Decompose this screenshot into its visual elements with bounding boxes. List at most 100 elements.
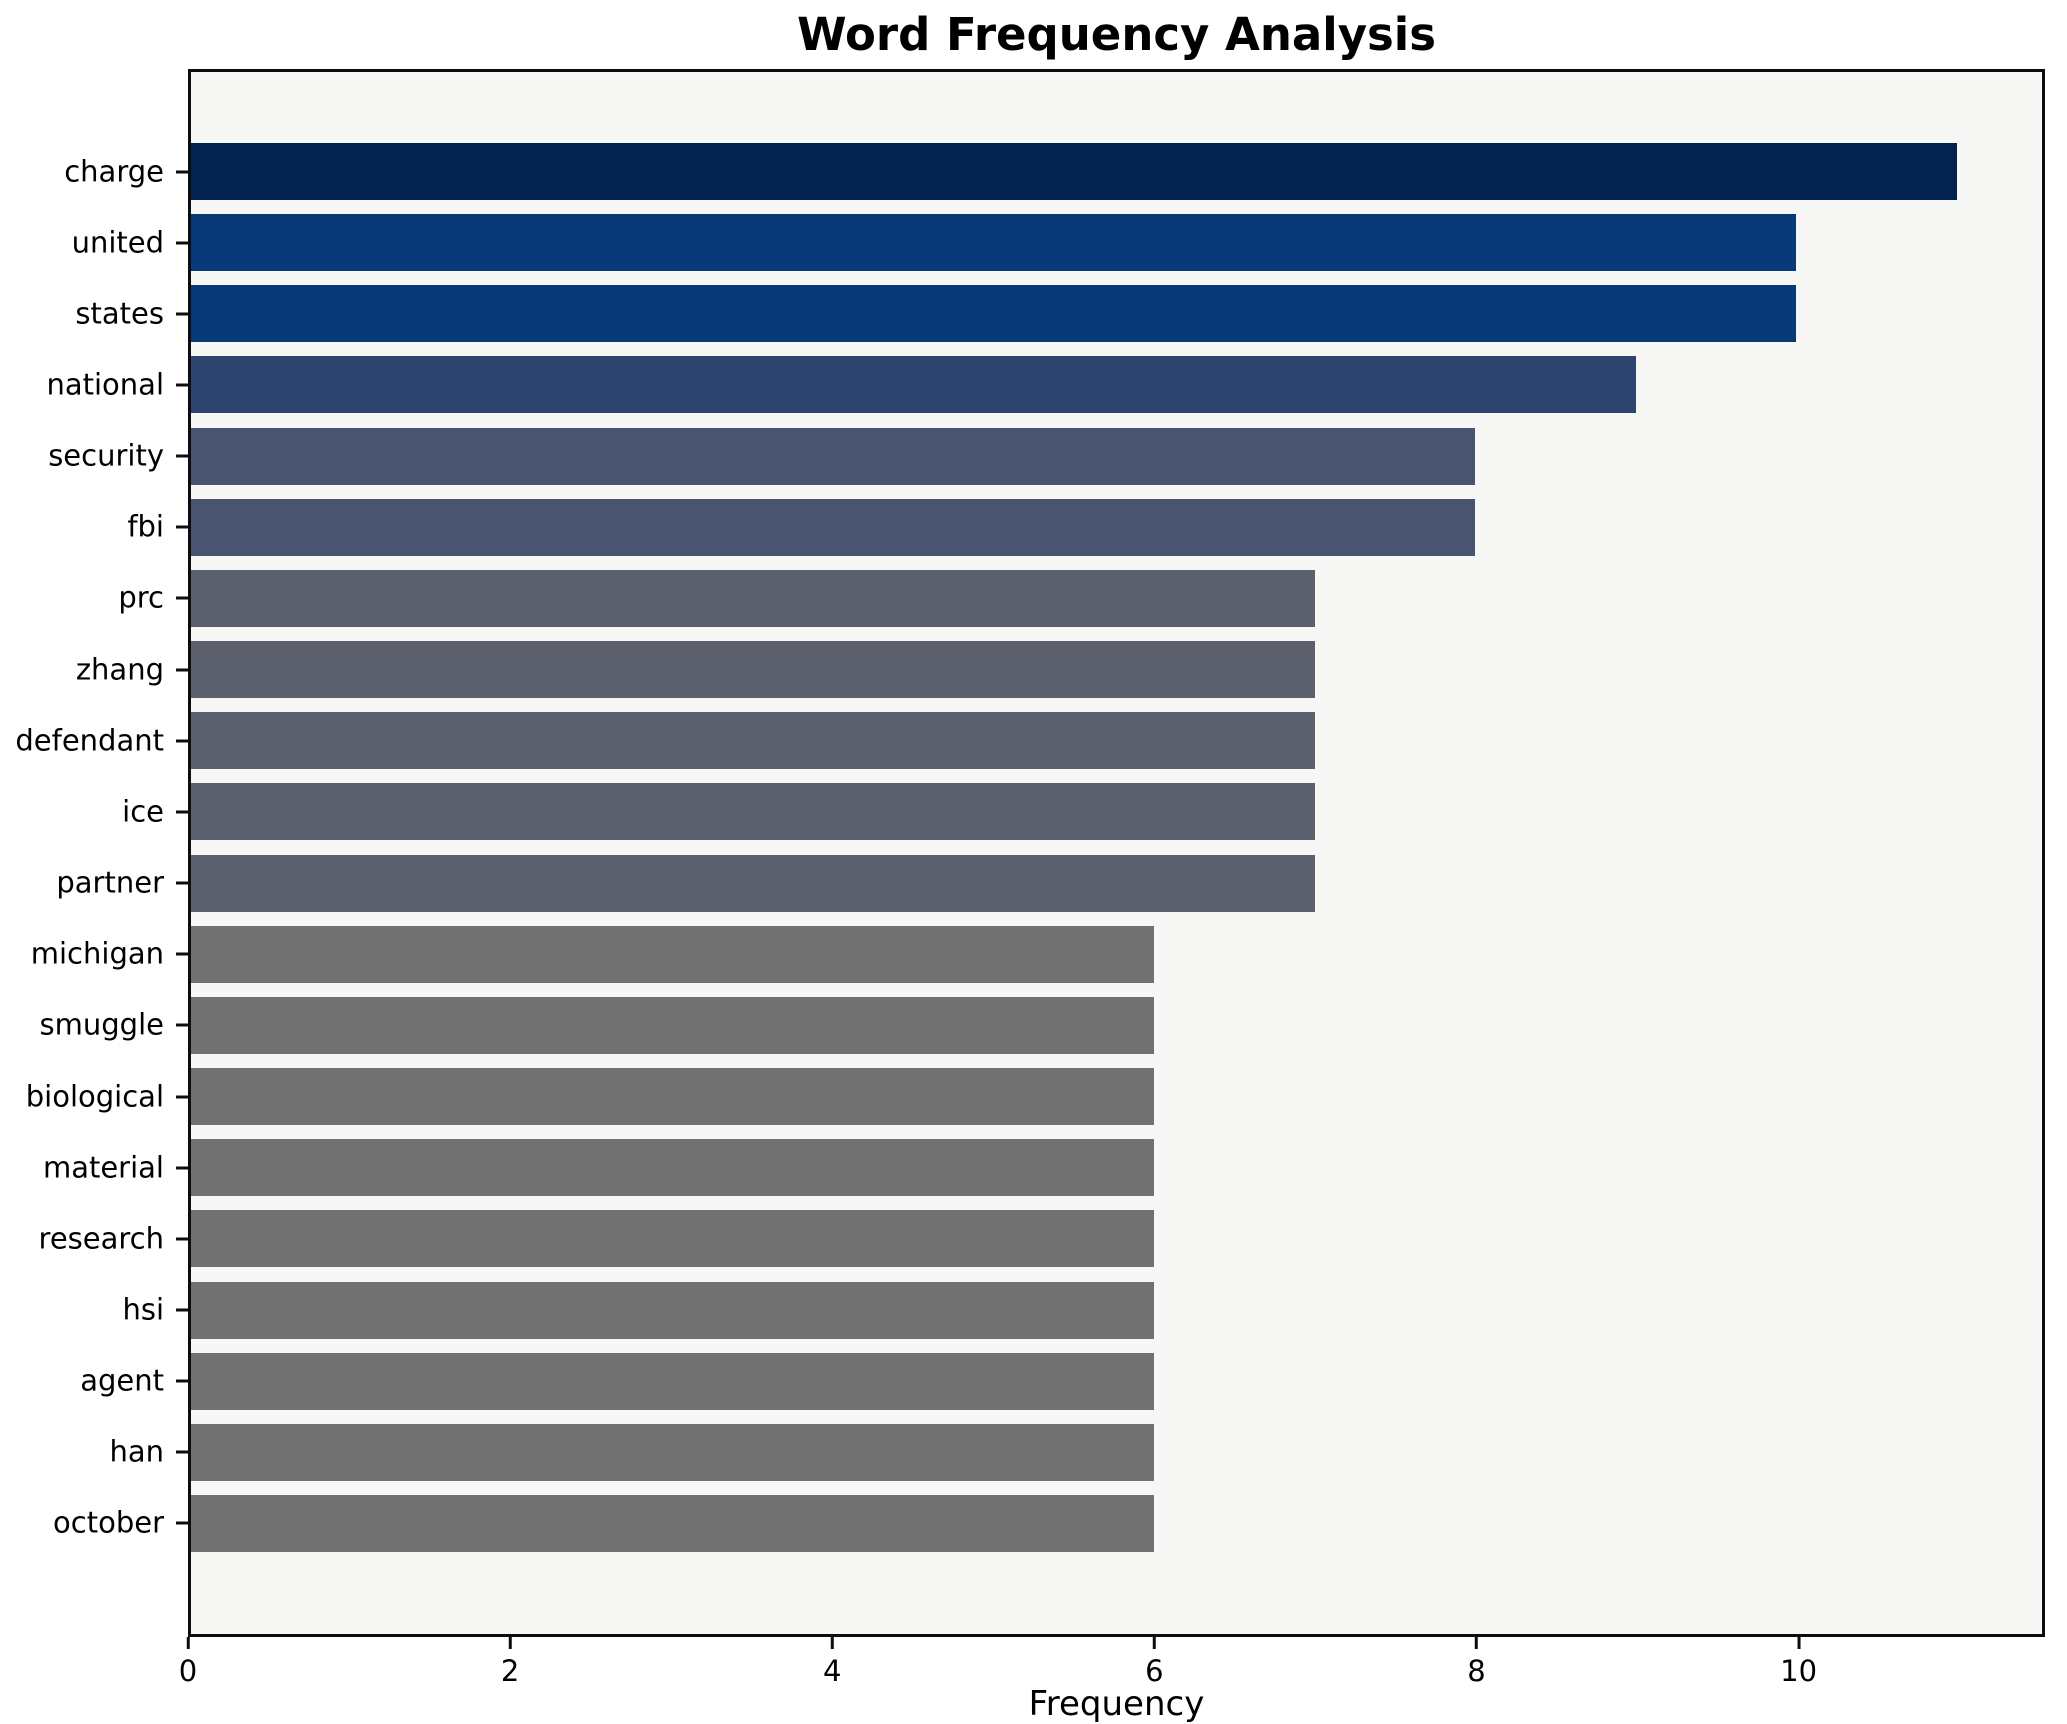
bar-row: hsi xyxy=(122,1281,2042,1339)
y-axis-label: agent xyxy=(80,1363,164,1398)
frequency-bar xyxy=(191,427,1476,485)
bar-row: fbi xyxy=(127,498,2042,556)
y-axis-label: partner xyxy=(56,865,164,900)
bar-row: han xyxy=(109,1423,2042,1481)
x-tick-label: 6 xyxy=(1145,1654,1164,1688)
y-tick-mark xyxy=(176,525,188,529)
y-tick-mark xyxy=(176,739,188,743)
x-tick: 8 xyxy=(1467,1637,1486,1688)
bar-row: october xyxy=(53,1494,2042,1552)
y-tick-mark xyxy=(176,1521,188,1525)
x-tick-mark xyxy=(186,1637,190,1649)
x-axis-title: Frequency xyxy=(1028,1684,1205,1724)
bar-rows: charge united states national security f… xyxy=(15,72,2042,1634)
y-tick-mark xyxy=(176,170,188,173)
bar-row: biological xyxy=(26,1068,2042,1126)
frequency-bar xyxy=(191,356,1636,414)
y-axis-label: october xyxy=(53,1505,164,1540)
x-tick-mark xyxy=(508,1637,512,1649)
frequency-bar xyxy=(191,996,1155,1054)
x-tick-mark xyxy=(1474,1637,1478,1649)
y-tick-mark xyxy=(176,1308,188,1312)
x-axis: 0 2 4 6 8 10 xyxy=(179,1637,2045,1717)
frequency-bar xyxy=(191,1494,1155,1552)
x-tick: 10 xyxy=(1780,1637,1817,1686)
y-axis-label: security xyxy=(48,438,164,473)
x-tick-label: 10 xyxy=(1780,1654,1818,1688)
y-tick-mark xyxy=(176,1166,188,1170)
chart-title: Word Frequency Analysis xyxy=(796,8,1437,61)
frequency-bar xyxy=(191,1281,1155,1339)
bar-row: michigan xyxy=(31,925,2042,983)
bar-row: defendant xyxy=(15,712,2042,770)
y-tick-mark xyxy=(176,1450,188,1454)
bar-row: prc xyxy=(118,569,2042,627)
y-axis-label: han xyxy=(109,1434,164,1469)
y-axis-label: defendant xyxy=(15,723,164,758)
y-axis-label: smuggle xyxy=(39,1007,164,1042)
bar-row: partner xyxy=(56,854,2042,912)
frequency-bar xyxy=(191,712,1315,770)
x-tick-label: 0 xyxy=(178,1654,198,1688)
y-axis-label: ice xyxy=(122,794,164,829)
frequency-bar xyxy=(191,641,1315,699)
bar-row: research xyxy=(39,1210,2042,1268)
plot-area: charge united states national security f… xyxy=(15,69,2045,1637)
y-tick-mark xyxy=(176,668,188,672)
x-tick: 0 xyxy=(179,1637,197,1686)
x-tick-label: 8 xyxy=(1467,1654,1486,1688)
y-axis-label: biological xyxy=(25,1079,164,1114)
y-axis-label: states xyxy=(75,296,164,331)
bar-row: zhang xyxy=(76,641,2042,699)
frequency-bar xyxy=(191,498,1476,556)
bar-row: ice xyxy=(122,783,2042,841)
y-tick-mark xyxy=(176,810,188,814)
bar-row: material xyxy=(43,1139,2042,1197)
y-tick-mark xyxy=(176,312,188,316)
bar-row: agent xyxy=(80,1352,2042,1410)
y-tick-mark xyxy=(176,881,188,885)
y-tick-mark xyxy=(176,952,188,956)
y-tick-mark xyxy=(176,596,188,600)
y-tick-mark xyxy=(176,1023,188,1027)
y-tick-mark xyxy=(176,454,188,458)
y-axis-label: fbi xyxy=(127,509,164,544)
x-tick-mark xyxy=(830,1637,834,1649)
y-tick-mark xyxy=(176,241,188,245)
y-tick-mark xyxy=(176,1379,188,1383)
x-tick: 2 xyxy=(501,1637,519,1686)
frequency-bar xyxy=(191,214,1797,272)
y-tick-mark xyxy=(176,383,188,387)
x-tick-label: 2 xyxy=(500,1654,520,1688)
y-axis-label: prc xyxy=(118,580,164,615)
frequency-bar xyxy=(191,783,1315,841)
y-axis-label: material xyxy=(42,1150,164,1185)
y-axis-label: zhang xyxy=(75,652,164,687)
frequency-bar xyxy=(191,854,1315,912)
bar-row: charge xyxy=(64,143,2042,200)
frequency-bar xyxy=(191,1423,1155,1481)
bar-row: smuggle xyxy=(40,996,2042,1054)
x-tick: 6 xyxy=(1145,1637,1164,1688)
x-tick-mark xyxy=(1797,1637,1801,1649)
x-tick-label: 4 xyxy=(822,1654,842,1688)
y-axis-label: research xyxy=(38,1221,164,1256)
bar-row: states xyxy=(75,285,2042,343)
y-axis-label: national xyxy=(46,367,164,402)
bar-row: united xyxy=(72,214,2042,272)
frequency-bar xyxy=(191,925,1155,983)
x-tick: 4 xyxy=(823,1637,841,1686)
y-axis-label: charge xyxy=(64,154,164,188)
frequency-bar xyxy=(191,143,1957,200)
bar-row: national xyxy=(46,356,2042,414)
frequency-bar xyxy=(191,285,1797,343)
y-tick-mark xyxy=(176,1237,188,1241)
frequency-bar xyxy=(191,1068,1155,1126)
frequency-bar xyxy=(191,569,1315,627)
frequency-bar xyxy=(191,1352,1155,1410)
y-axis-label: hsi xyxy=(122,1292,164,1327)
x-tick-mark xyxy=(1152,1637,1156,1649)
y-axis-label: united xyxy=(71,225,164,260)
y-axis-label: michigan xyxy=(30,936,164,971)
